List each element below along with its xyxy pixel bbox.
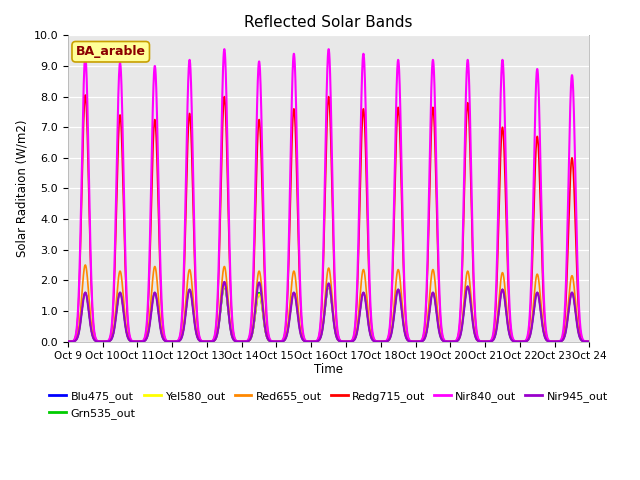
- Redg715_out: [586, 339, 593, 345]
- Blu475_out: [586, 339, 593, 345]
- Red655_out: [124, 332, 131, 337]
- Line: Red655_out: Red655_out: [68, 265, 589, 342]
- Yel580_out: [154, 309, 162, 315]
- Yel580_out: [519, 339, 527, 345]
- Redg715_out: [64, 339, 72, 345]
- Nir840_out: [154, 173, 162, 179]
- Blu475_out: [287, 308, 294, 314]
- Redg715_out: [264, 330, 272, 336]
- Redg715_out: [519, 338, 527, 344]
- Nir945_out: [586, 339, 593, 345]
- Grn535_out: [575, 333, 583, 339]
- Blu475_out: [575, 333, 583, 339]
- Line: Yel580_out: Yel580_out: [68, 287, 589, 342]
- Redg715_out: [124, 316, 131, 322]
- Nir945_out: [519, 339, 527, 345]
- Grn535_out: [264, 336, 272, 342]
- Y-axis label: Solar Raditaion (W/m2): Solar Raditaion (W/m2): [15, 120, 28, 257]
- Nir840_out: [124, 308, 131, 314]
- Red655_out: [287, 293, 294, 299]
- Line: Redg715_out: Redg715_out: [68, 95, 589, 342]
- Nir945_out: [64, 339, 72, 345]
- Line: Nir945_out: Nir945_out: [68, 282, 589, 342]
- Red655_out: [519, 339, 527, 345]
- Nir945_out: [287, 307, 294, 312]
- Yel580_out: [124, 333, 131, 339]
- Red655_out: [155, 296, 163, 301]
- Nir945_out: [264, 336, 272, 342]
- Nir840_out: [287, 152, 294, 157]
- Yel580_out: [586, 339, 593, 345]
- X-axis label: Time: Time: [314, 363, 343, 376]
- Grn535_out: [464, 284, 472, 289]
- Yel580_out: [575, 333, 583, 339]
- Nir840_out: [519, 338, 527, 344]
- Redg715_out: [81, 92, 89, 98]
- Redg715_out: [287, 188, 294, 193]
- Red655_out: [586, 339, 593, 345]
- Redg715_out: [155, 212, 163, 217]
- Nir840_out: [586, 339, 593, 345]
- Nir840_out: [264, 328, 272, 334]
- Yel580_out: [264, 336, 272, 342]
- Red655_out: [81, 262, 89, 268]
- Red655_out: [64, 339, 72, 345]
- Grn535_out: [124, 333, 131, 339]
- Blu475_out: [464, 284, 472, 289]
- Nir945_out: [575, 333, 583, 339]
- Grn535_out: [519, 339, 527, 345]
- Grn535_out: [586, 339, 593, 345]
- Grn535_out: [154, 309, 162, 315]
- Yel580_out: [64, 339, 72, 345]
- Blu475_out: [264, 336, 272, 342]
- Yel580_out: [287, 309, 294, 315]
- Nir945_out: [154, 309, 162, 315]
- Grn535_out: [64, 339, 72, 345]
- Blu475_out: [154, 309, 162, 315]
- Blu475_out: [64, 339, 72, 345]
- Grn535_out: [287, 308, 294, 314]
- Line: Grn535_out: Grn535_out: [68, 287, 589, 342]
- Nir945_out: [124, 333, 131, 339]
- Legend: Blu475_out, Grn535_out, Yel580_out, Red655_out, Redg715_out, Nir840_out, Nir945_: Blu475_out, Grn535_out, Yel580_out, Red6…: [45, 387, 612, 423]
- Nir840_out: [64, 339, 72, 345]
- Nir840_out: [221, 46, 228, 52]
- Blu475_out: [519, 339, 527, 345]
- Nir945_out: [221, 279, 228, 285]
- Blu475_out: [124, 333, 131, 339]
- Title: Reflected Solar Bands: Reflected Solar Bands: [244, 15, 413, 30]
- Red655_out: [264, 336, 272, 342]
- Text: BA_arable: BA_arable: [76, 45, 146, 58]
- Red655_out: [575, 331, 583, 337]
- Line: Blu475_out: Blu475_out: [68, 287, 589, 342]
- Yel580_out: [464, 284, 472, 289]
- Nir840_out: [575, 309, 583, 315]
- Line: Nir840_out: Nir840_out: [68, 49, 589, 342]
- Redg715_out: [575, 318, 583, 324]
